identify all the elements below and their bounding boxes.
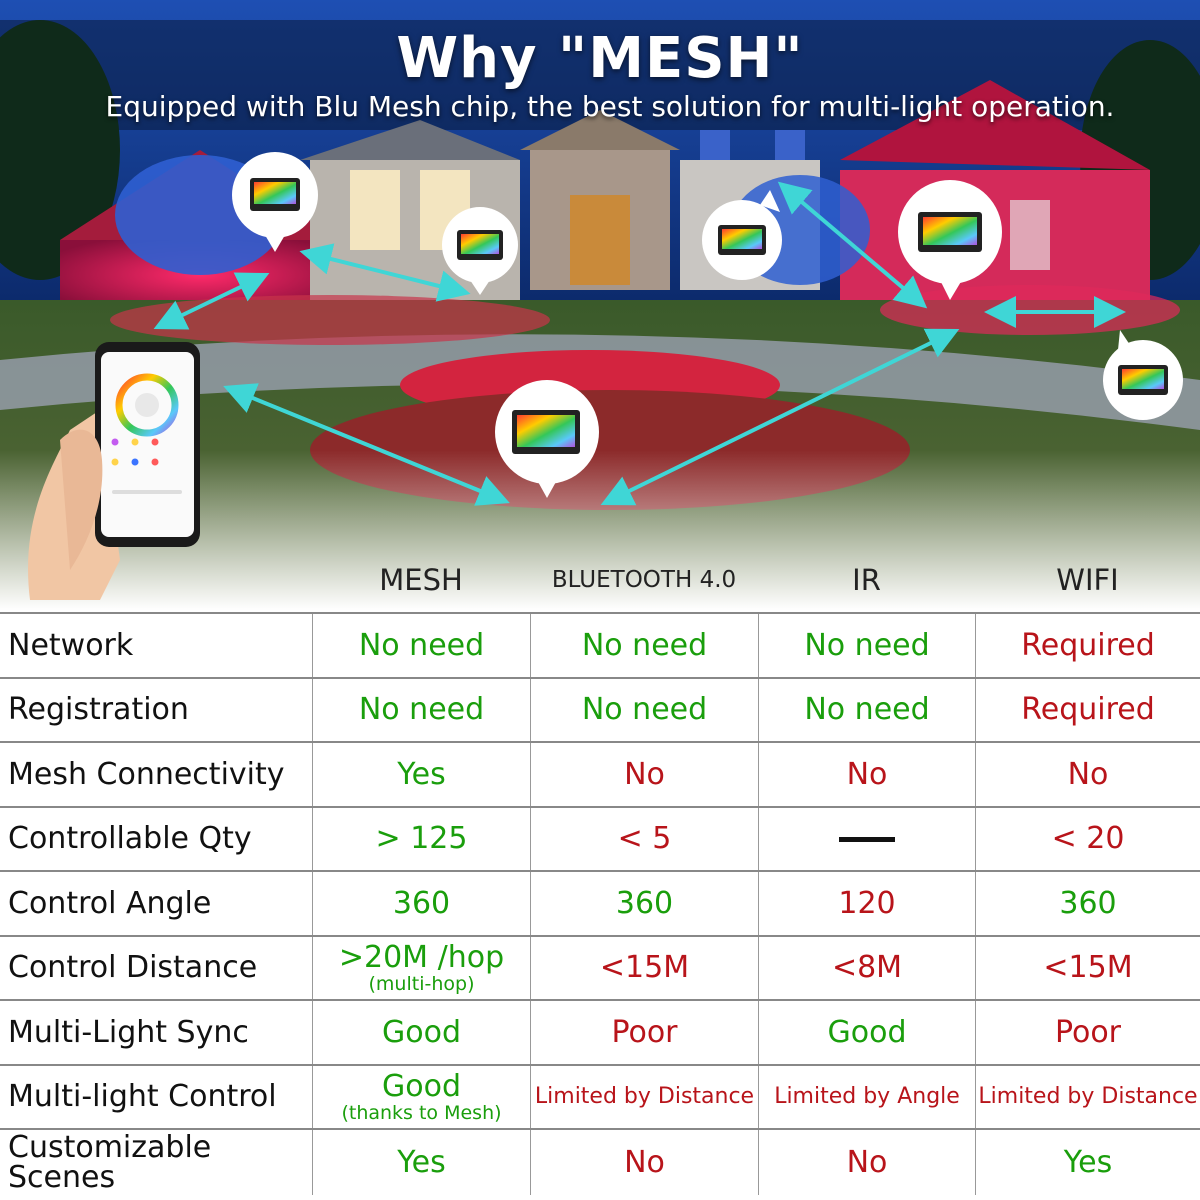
- table-row: Network No need No need No need Required: [0, 614, 1200, 679]
- wifi-value: Yes: [975, 1130, 1200, 1195]
- ir-value: Good: [758, 1001, 975, 1064]
- table-row: Mesh Connectivity Yes No No No: [0, 743, 1200, 808]
- wifi-value: Poor: [975, 1001, 1200, 1064]
- wifi-value: < 20: [975, 808, 1200, 870]
- row-label: Multi-Light Sync: [8, 1014, 249, 1050]
- table-row: Multi-Light Sync Good Poor Good Poor: [0, 1001, 1200, 1066]
- smartphone-app-icon: [28, 342, 200, 600]
- bluetooth-value: Poor: [530, 1001, 758, 1064]
- floodlight-icon: [232, 152, 318, 252]
- page-subtitle: Equipped with Blu Mesh chip, the best so…: [105, 90, 1115, 123]
- wifi-value: Limited by Distance: [975, 1066, 1200, 1128]
- ir-value: No need: [758, 679, 975, 741]
- color-wheel-icon: [115, 373, 179, 437]
- mesh-value-main: >20M /hop: [338, 939, 505, 975]
- ir-value: 120: [758, 872, 975, 935]
- bluetooth-value: < 5: [530, 808, 758, 870]
- bluetooth-value: No: [530, 743, 758, 806]
- ir-value: No: [758, 743, 975, 806]
- mesh-value: No need: [312, 679, 530, 741]
- mesh-value: > 125: [312, 808, 530, 870]
- row-label: Multi-light Control: [8, 1079, 277, 1114]
- mesh-value: Yes: [312, 1130, 530, 1195]
- table-row: Customizable Scenes Yes No No Yes: [0, 1130, 1200, 1195]
- row-label: Customizable Scenes: [8, 1129, 212, 1195]
- floodlight-icon: [442, 207, 518, 295]
- wifi-value: <15M: [975, 937, 1200, 999]
- mesh-value: No need: [312, 614, 530, 677]
- table-row: Controllable Qty > 125 < 5 < 20: [0, 808, 1200, 872]
- table-row: Control Angle 360 360 120 360: [0, 872, 1200, 937]
- row-label: Control Distance: [8, 950, 258, 985]
- wifi-value: No: [975, 743, 1200, 806]
- mesh-value: Good: [312, 1001, 530, 1064]
- ir-value: <8M: [758, 937, 975, 999]
- floodlight-icon: [898, 180, 1002, 300]
- bluetooth-value: 360: [530, 872, 758, 935]
- row-label: Control Angle: [8, 885, 212, 921]
- bluetooth-value: No need: [530, 614, 758, 677]
- bluetooth-value: No: [530, 1130, 758, 1195]
- house-night-scene: [0, 0, 1200, 610]
- table-row: Registration No need No need No need Req…: [0, 679, 1200, 743]
- row-label: Controllable Qty: [8, 821, 252, 856]
- row-label: Mesh Connectivity: [8, 756, 285, 792]
- ir-value: No need: [758, 614, 975, 677]
- dash-icon: [839, 836, 895, 842]
- comparison-table: Network No need No need No need Required…: [0, 612, 1200, 1195]
- mesh-value-main: Good: [382, 1068, 461, 1104]
- floodlight-icon: [1103, 330, 1183, 420]
- mesh-value: >20M /hop (multi-hop): [312, 937, 530, 999]
- ir-value: Limited by Angle: [758, 1066, 975, 1128]
- floodlight-icon: [495, 380, 599, 498]
- column-header-mesh: MESH: [379, 563, 463, 597]
- wifi-value: Required: [975, 614, 1200, 677]
- double-arrow-icon: [153, 181, 1126, 506]
- bluetooth-value: <15M: [530, 937, 758, 999]
- mesh-value-note: (multi-hop): [368, 972, 475, 995]
- mesh-value-note: (thanks to Mesh): [341, 1101, 502, 1124]
- table-row: Multi-light Control Good (thanks to Mesh…: [0, 1066, 1200, 1130]
- row-label: Network: [8, 627, 134, 663]
- hero-illustration: Why "MESH" Equipped with Blu Mesh chip, …: [0, 0, 1200, 610]
- mesh-value: 360: [312, 872, 530, 935]
- bluetooth-value: Limited by Distance: [530, 1066, 758, 1128]
- column-header-wifi: WIFI: [1056, 563, 1119, 597]
- bluetooth-value: No need: [530, 679, 758, 741]
- page-title: Why "MESH": [396, 26, 804, 91]
- row-label: Registration: [8, 692, 189, 727]
- wifi-value: 360: [975, 872, 1200, 935]
- floodlight-icon: [702, 190, 782, 280]
- mesh-value: Yes: [312, 743, 530, 806]
- ir-value: [758, 808, 975, 870]
- table-row: Control Distance >20M /hop (multi-hop) <…: [0, 937, 1200, 1001]
- ir-value: No: [758, 1130, 975, 1195]
- wifi-value: Required: [975, 679, 1200, 741]
- column-header-bluetooth: BLUETOOTH 4.0: [551, 567, 737, 593]
- column-header-ir: IR: [852, 563, 881, 597]
- mesh-value: Good (thanks to Mesh): [312, 1066, 530, 1128]
